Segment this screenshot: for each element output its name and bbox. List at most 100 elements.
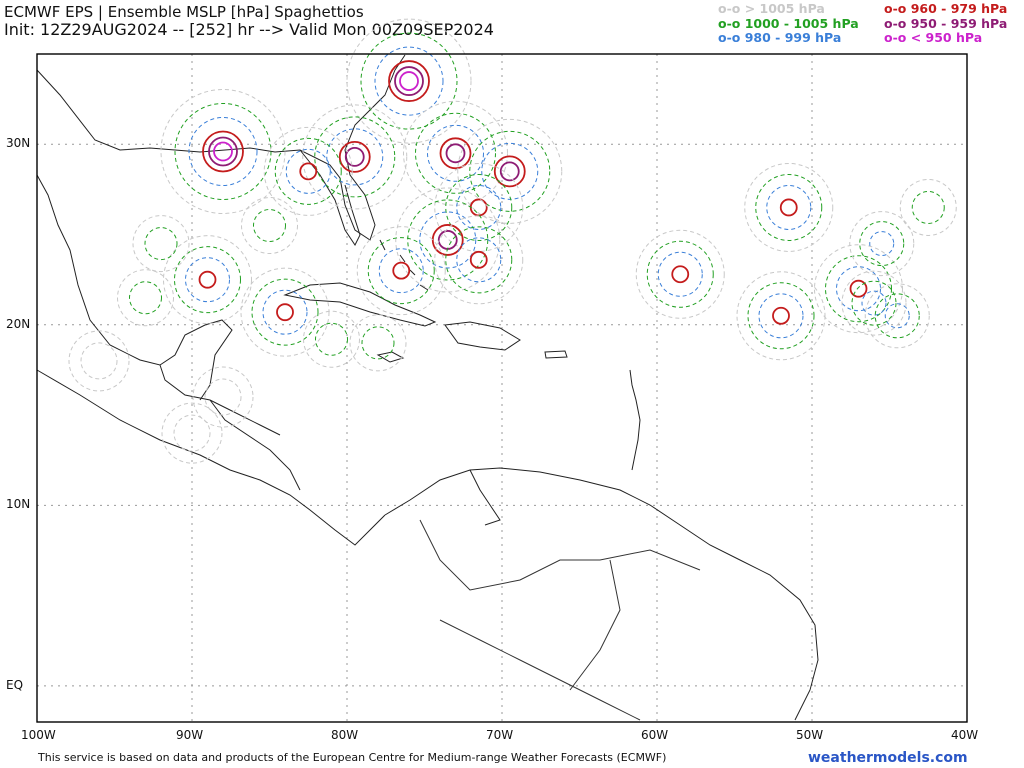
attribution-text: This service is based on data and produc…: [38, 751, 667, 764]
isobar-ring: [864, 283, 930, 349]
isobar-ring: [874, 293, 920, 339]
isobar-ring: [779, 198, 798, 217]
island-hispaniola: [444, 321, 521, 351]
isobar-ring: [772, 306, 790, 325]
legend-left: o-o > 1005 hPa o-o 1000 - 1005 hPa o-o 9…: [718, 1, 859, 46]
isobar-ring: [367, 237, 435, 305]
low-center-1000-1005: [117, 269, 174, 327]
low-center-1000-1005: [899, 178, 957, 236]
low-center-960-979: [434, 162, 524, 252]
isobar-ring: [841, 270, 907, 336]
isobar-ring: [499, 161, 520, 182]
low-center-950-959: [403, 100, 508, 206]
isobar-ring: [394, 66, 424, 96]
isobar-ring: [456, 237, 502, 283]
brand-link[interactable]: weathermodels.com: [808, 750, 968, 766]
low-center-gt1005: [68, 330, 130, 392]
isobar-ring: [192, 366, 254, 428]
low-center-gt1005: [161, 402, 223, 464]
low-center-960-979: [736, 271, 826, 361]
isobar-ring: [481, 142, 539, 200]
isobar-ring: [276, 303, 294, 322]
low-pressure-centers: [68, 18, 957, 464]
isobar-ring: [849, 211, 915, 277]
isobar-ring: [392, 261, 411, 280]
low-center-960-979: [163, 235, 252, 325]
coastline-mexico: [36, 174, 233, 401]
legend-item-950-959: o-o 950 - 959 hPa: [884, 15, 1008, 31]
landmasses: [36, 54, 819, 721]
isobar-ring: [344, 147, 365, 167]
legend-item-980-999: o-o 980 - 999 hPa: [718, 30, 842, 45]
legend-item-gt1005: o-o > 1005 hPa: [718, 1, 825, 16]
isobar-ring: [374, 46, 444, 116]
isobar-ring: [160, 88, 286, 214]
title-line-2: Init: 12Z29AUG2024 -- [252] hr --> Valid…: [4, 20, 494, 39]
islands-bahamas: [379, 239, 429, 291]
isobar-ring: [302, 104, 408, 210]
isobar-ring: [395, 187, 501, 293]
isobar-ring: [899, 178, 957, 236]
low-center-1000-1005: [241, 197, 298, 255]
isobar-ring: [456, 184, 502, 230]
isobar-ring: [434, 162, 524, 252]
isobar-ring: [457, 118, 563, 224]
isobar-ring: [431, 224, 464, 256]
low-center-960-979: [744, 162, 834, 252]
isobar-ring: [198, 270, 217, 289]
island-cuba: [283, 282, 437, 327]
isobar-ring: [755, 173, 823, 241]
isobar-ring: [836, 266, 881, 312]
isobar-ring: [861, 290, 887, 316]
isobar-ring: [117, 269, 174, 327]
map-frame: [36, 53, 968, 723]
isobar-ring: [851, 280, 897, 326]
low-center-960-979: [635, 229, 725, 319]
low-center-950-959: [302, 104, 408, 210]
coastline-central-america-east: [209, 399, 301, 491]
legend-right: o-o 960 - 979 hPa o-o 950 - 959 hPa o-o …: [884, 1, 1008, 46]
isobar-ring: [129, 281, 162, 315]
isobar-ring: [338, 141, 371, 173]
island-jamaica: [376, 351, 405, 363]
x-tick-label: 90W: [176, 728, 204, 742]
low-center-960-979: [434, 215, 524, 305]
isobar-ring: [356, 226, 446, 316]
isobar-ring: [434, 215, 524, 305]
x-tick-label: 80W: [331, 728, 359, 742]
isobar-ring: [303, 310, 360, 368]
isobar-ring: [204, 378, 242, 416]
low-center-1000-1005: [132, 215, 190, 273]
isobar-ring: [314, 116, 396, 198]
isobar-ring: [161, 402, 223, 464]
y-tick-label: EQ: [6, 677, 24, 692]
peninsula-florida: [299, 149, 361, 246]
y-tick-label: 20N: [6, 316, 31, 331]
isobar-ring: [185, 257, 230, 303]
x-tick-label: 100W: [21, 728, 56, 742]
isobar-ring: [439, 137, 472, 170]
low-center-960-979: [356, 226, 446, 316]
isobar-ring: [445, 226, 513, 294]
low-center-950-959: [457, 118, 563, 224]
border-south-america-2: [439, 619, 641, 721]
isobar-ring: [378, 248, 424, 294]
legend-item-lt950: o-o < 950 hPa: [884, 30, 983, 45]
isobar-ring: [68, 330, 130, 392]
isobar-ring: [360, 32, 458, 130]
isobar-ring: [80, 342, 118, 380]
isobar-ring: [262, 289, 308, 335]
island-puerto-rico: [544, 350, 568, 359]
isobar-ring: [299, 162, 318, 181]
isobar-ring: [213, 141, 233, 162]
isobar-ring: [869, 231, 895, 257]
isobar-ring: [635, 229, 725, 319]
isobar-ring: [736, 271, 826, 361]
isobar-ring: [445, 173, 513, 241]
isobar-ring: [849, 279, 868, 298]
isobar-ring: [646, 240, 714, 308]
isobar-ring: [315, 322, 348, 356]
isobar-ring: [188, 116, 258, 186]
isobar-ring: [445, 143, 466, 164]
isobar-ring: [415, 112, 496, 194]
